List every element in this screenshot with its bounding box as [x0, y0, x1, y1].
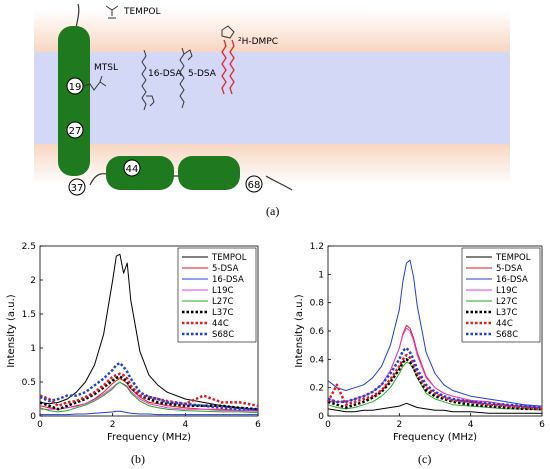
y-tick-label-c-1: 0.2	[310, 384, 324, 394]
y-tick-label-b-4: 2	[30, 276, 36, 286]
legend-label-b-44c: 44C	[212, 319, 229, 329]
x-axis-label-b: Frequency (MHz)	[107, 432, 191, 443]
svg-text:44: 44	[126, 164, 139, 175]
legend-label-b-16-dsa: 16-DSA	[212, 275, 244, 285]
panel-label-b: (b)	[131, 452, 145, 466]
legend-label-b-l37c: L37C	[212, 308, 234, 318]
dmpc-headgroup-icon	[221, 25, 235, 39]
legend-label-c-l19c: L19C	[496, 286, 518, 296]
tempol-molecule-icon	[105, 5, 119, 19]
x-tick-label-b-2: 4	[182, 420, 188, 430]
transmembrane-helix	[58, 26, 90, 176]
series-line-b-16-dsa	[40, 410, 258, 416]
x-axis-label-c: Frequency (MHz)	[393, 432, 477, 443]
dsa5-label: 5-DSA	[188, 69, 217, 79]
series-line-c-l37c	[327, 358, 542, 411]
y-tick-label-c-0: 0	[318, 412, 324, 422]
series-line-b-l27c	[39, 381, 259, 414]
legend-label-c-16-dsa: 16-DSA	[496, 275, 528, 285]
y-tick-label-c-6: 1.2	[310, 242, 324, 252]
y-tick-label-c-4: 0.8	[310, 299, 325, 309]
dmpc-acyl-chains-icon	[221, 39, 235, 95]
y-tick-label-b-5: 2.5	[22, 242, 36, 252]
series-line-c-16-dsa	[327, 259, 543, 407]
y-tick-label-b-0: 0	[30, 412, 36, 422]
legend-box-b	[177, 247, 257, 343]
y-axis-label-c: Intensity (a.u.)	[294, 294, 305, 367]
svg-text:19: 19	[69, 82, 82, 93]
y-axis-label-b: Intensity (a.u.)	[6, 294, 17, 367]
x-tick-label-c-0: 0	[325, 420, 331, 430]
amphipathic-helix-1	[106, 156, 174, 190]
headgroup-region-top	[34, 10, 510, 52]
legend-label-b-5-dsa: 5-DSA	[212, 264, 239, 274]
legend-label-b-l19c: L19C	[212, 286, 234, 296]
legend-label-b-tempol: TEMPOL	[211, 253, 247, 263]
headgroup-region-bottom	[34, 144, 510, 184]
legend-label-c-l37c: L37C	[496, 308, 518, 318]
series-line-b-l19c	[40, 382, 259, 412]
legend-label-b-l27c: L27C	[212, 297, 234, 307]
series-line-b-s68c	[39, 361, 258, 411]
legend-label-c-tempol: TEMPOL	[495, 253, 531, 263]
series-line-c-s68c	[327, 346, 543, 409]
residue-68: 68	[245, 175, 263, 193]
series-line-b-tempol	[39, 253, 259, 410]
dsa16-nitroxide-icon	[146, 95, 155, 107]
legend-label-c-44c: 44C	[496, 319, 513, 329]
series-line-c-tempol	[327, 402, 542, 414]
mtsl-spin-label-icon	[82, 75, 107, 91]
legend-label-b-s68c: S68C	[212, 330, 234, 340]
residue-37: 37	[68, 178, 86, 196]
svg-text:27: 27	[69, 126, 82, 137]
series-line-b-44c	[39, 372, 259, 408]
hydrophobic-core	[34, 52, 510, 144]
panel-label-c: (c)	[418, 452, 432, 466]
dsa16-chain-icon	[141, 49, 147, 111]
dmpc-label: ²H-DMPC	[238, 37, 278, 47]
x-tick-label-c-3: 6	[539, 420, 545, 430]
x-tick-label-c-2: 4	[468, 420, 474, 430]
x-tick-label-b-0: 0	[37, 420, 43, 430]
x-tick-label-b-3: 6	[255, 420, 261, 430]
residue-19: 19	[66, 77, 84, 95]
svg-text:68: 68	[248, 180, 261, 191]
amphipathic-helix-2	[178, 156, 240, 190]
chart-c: 0 2 4 6 0 0.2 0.4 0.6 0.8 1 1.2 Frequency (MHz) Inte…	[294, 242, 545, 443]
y-tick-label-b-2: 1	[30, 344, 36, 354]
mtsl-label: MTSL	[94, 63, 118, 73]
x-tick-label-c-1: 2	[396, 420, 402, 430]
x-tick-label-b-1: 2	[110, 420, 116, 430]
dsa16-label: 16-DSA	[148, 69, 183, 79]
residue-27: 27	[66, 121, 84, 139]
legend-label-c-s68c: S68C	[496, 330, 518, 340]
dsa5-nitroxide-icon	[183, 49, 193, 61]
legend-box-c	[461, 247, 541, 343]
panel-label-a: (a)	[266, 204, 280, 218]
y-tick-label-b-1: 0.5	[22, 378, 36, 388]
residue-44: 44	[123, 159, 141, 177]
tempol-label: TEMPOL	[123, 7, 160, 17]
y-tick-label-c-2: 0.4	[310, 355, 325, 365]
y-tick-label-c-3: 0.6	[310, 327, 325, 337]
legend-label-c-l27c: L27C	[496, 297, 518, 307]
chart-b: 0 2 4 6 0 0.5 1 1.5 2 2.5 Frequency (MHz) Intensity…	[6, 242, 261, 443]
y-tick-label-b-3: 1.5	[22, 310, 36, 320]
dsa5-chain-icon	[179, 47, 185, 109]
series-line-c-44c	[326, 353, 543, 411]
y-tick-label-c-5: 1	[318, 270, 324, 280]
svg-text:37: 37	[71, 183, 84, 194]
membrane-diagram: 19 27 44 37 68 TEMPOL MTSL 16-DSA 5-DSA …	[34, 3, 510, 196]
legend-label-c-5-dsa: 5-DSA	[496, 264, 523, 274]
